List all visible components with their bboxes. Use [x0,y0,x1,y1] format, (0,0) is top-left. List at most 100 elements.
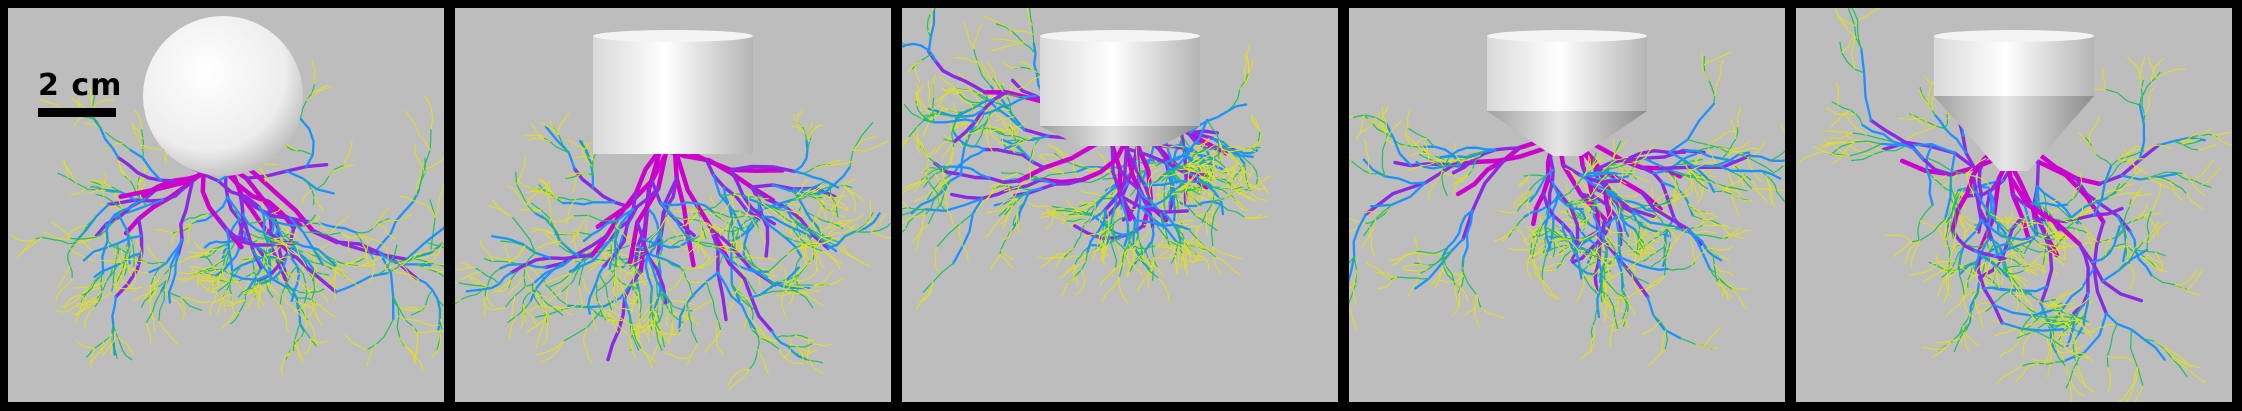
root-segment [1467,148,1487,177]
root-segment [515,171,536,214]
root-segment [1413,236,1422,265]
root-segment [1880,142,1956,155]
root-segment [135,254,167,265]
root-segment [2031,359,2056,363]
root-segment [580,275,592,296]
root-segment [918,139,929,159]
root-segment [197,273,220,280]
root-segment [117,337,135,356]
root-segment [1992,303,2053,317]
root-segment [635,220,668,305]
root-segment [543,291,563,303]
root-segment [2147,221,2168,243]
root-segment [279,265,298,306]
root-segment [1950,143,2002,233]
root-segment [1822,137,1850,157]
root-segment [794,267,819,282]
root-segment [696,255,718,269]
root-segment [654,324,670,345]
root-segment [372,208,390,229]
root-segment [1135,141,1139,172]
root-segment [1101,276,1120,303]
root-segment [1994,324,2033,337]
root-segment [650,309,665,348]
root-segment [1638,239,1657,254]
root-segment [938,76,956,89]
root-segment [2073,352,2094,363]
root-segment [2201,167,2222,185]
root-segment [1605,189,1624,212]
root-segment [796,346,812,353]
root-segment [377,244,398,276]
root-segment [2028,265,2047,272]
root-segment [581,147,593,167]
root-segment [2035,217,2054,306]
root-segment [549,273,572,294]
root-segment [1615,294,1624,314]
root-segment [1029,137,1042,163]
root-segment [611,310,633,327]
root-segment [1515,226,1528,245]
root-segment [1231,157,1240,190]
root-segment [1014,121,1026,138]
root-segment [1183,166,1215,174]
root-segment [194,241,210,254]
root-segment [974,58,993,79]
root-segment [1944,151,1956,221]
root-segment [2000,321,2065,332]
root-segment [1627,255,1643,270]
root-segment [725,289,737,315]
root-segment [201,172,261,209]
root-segment [813,248,826,269]
root-segment [1231,182,1247,194]
root-segment [1996,365,2023,384]
root-segment [1360,117,1377,134]
root-segment [383,244,389,271]
root-segment [149,273,165,288]
root-segment [158,320,179,345]
root-segment [132,127,143,149]
root-segment [1407,109,1411,129]
root-segment [251,249,289,289]
root-segment [304,338,312,355]
root-segment [934,246,941,274]
root-segment [915,224,929,252]
root-segment [174,274,195,280]
root-segment [1147,169,1160,188]
root-segment [989,93,1006,118]
root-segment [1192,243,1203,264]
root-segment [1765,175,1773,206]
root-segment [2073,315,2092,338]
root-segment [962,128,984,139]
root-segment [212,294,233,303]
root-segment [2197,128,2214,137]
root-segment [2008,274,2029,282]
root-segment [778,348,805,365]
root-segment [2170,181,2183,201]
root-segment [1910,112,1937,127]
root-segment [655,280,661,322]
root-segment [1612,137,1616,160]
root-segment [914,65,921,83]
root-segment [2144,87,2155,115]
root-segment [804,233,808,256]
root-segment [1565,200,1601,206]
root-segment [1377,276,1397,290]
root-segment [620,282,635,303]
root-segment [796,121,808,142]
root-segment [1944,222,1947,244]
root-segment [536,314,550,349]
root-segment [1608,159,1626,168]
root-segment [642,305,663,323]
root-segment [1132,229,1152,247]
root-segment [1526,198,1531,217]
root-segment [1919,87,1937,117]
root-segment [1404,126,1413,147]
root-segment [1220,167,1236,174]
root-segment [927,8,936,53]
root-segment [363,235,369,258]
root-segment [927,180,951,226]
root-segment [1217,140,1223,168]
root-segment [558,113,570,135]
root-segment [627,146,669,265]
